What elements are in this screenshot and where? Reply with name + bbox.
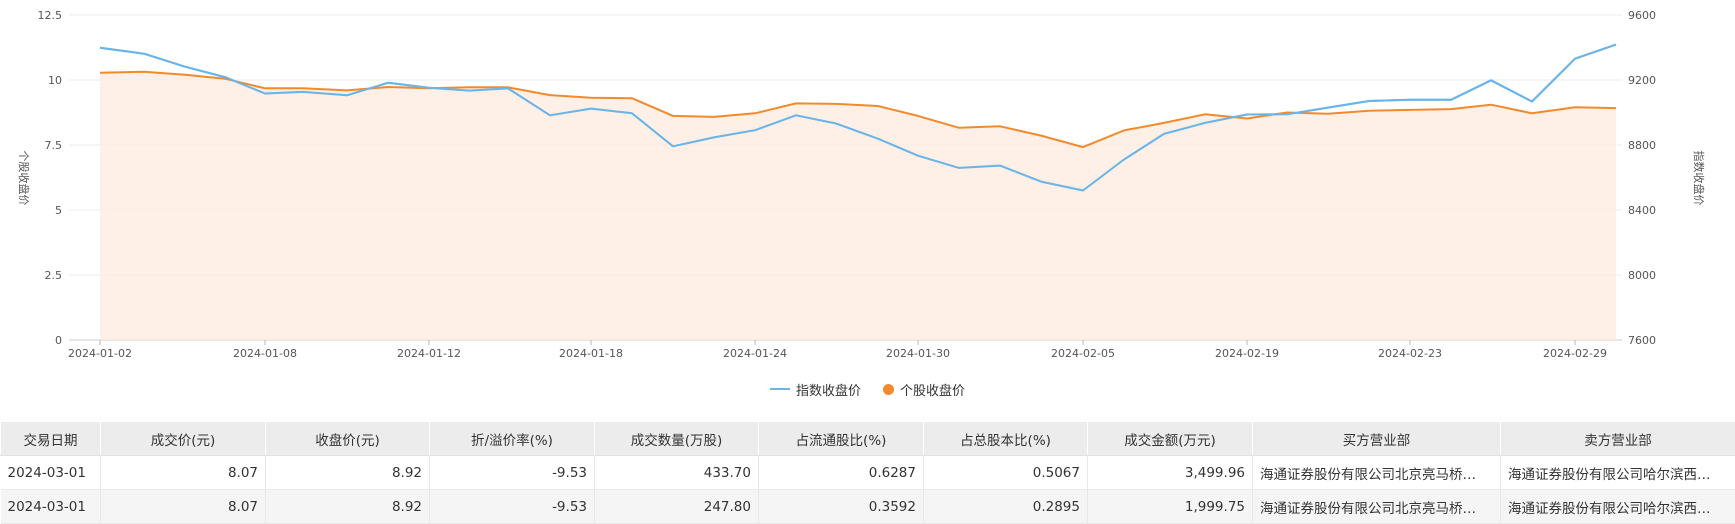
table-header-row: 交易日期 成交价(元) 收盘价(元) 折/溢价率(%) 成交数量(万股) 占流通…	[1, 422, 1735, 456]
x-tick-label: 2024-02-23	[1378, 347, 1442, 360]
x-tick-label: 2024-01-30	[886, 347, 950, 360]
cell-volume: 247.80	[595, 490, 759, 524]
cell-trade-date: 2024-03-01	[1, 490, 101, 524]
y-left-tick-label: 7.5	[45, 139, 63, 152]
x-tick-label: 2024-01-18	[559, 347, 623, 360]
cell-float-ratio: 0.6287	[759, 456, 924, 490]
cell-buyer[interactable]: 海通证券股份有限公司北京亮马桥…	[1253, 456, 1501, 490]
header-trade-price: 成交价(元)	[101, 422, 266, 456]
cell-total-ratio: 0.2895	[924, 490, 1088, 524]
y-left-tick-label: 5	[55, 204, 62, 217]
table-row: 2024-03-01 8.07 8.92 -9.53 247.80 0.3592…	[1, 490, 1735, 524]
x-tick-label: 2024-02-05	[1051, 347, 1115, 360]
header-premium-rate: 折/溢价率(%)	[430, 422, 595, 456]
header-amount: 成交金额(万元)	[1088, 422, 1253, 456]
cell-close-price: 8.92	[266, 456, 430, 490]
x-tick-label: 2024-02-19	[1215, 347, 1279, 360]
header-seller: 卖方营业部	[1501, 422, 1735, 456]
cell-volume: 433.70	[595, 456, 759, 490]
cell-close-price: 8.92	[266, 490, 430, 524]
cell-trade-price: 8.07	[101, 490, 266, 524]
cell-trade-price: 8.07	[101, 456, 266, 490]
y-right-tick-label: 8800	[1628, 139, 1656, 152]
cell-seller[interactable]: 海通证券股份有限公司哈尔滨西…	[1501, 456, 1735, 490]
line-legend-icon	[770, 388, 790, 390]
x-tick-label: 2024-02-29	[1543, 347, 1607, 360]
cell-total-ratio: 0.5067	[924, 456, 1088, 490]
x-tick-label: 2024-01-08	[233, 347, 297, 360]
y-left-tick-label: 0	[55, 334, 62, 347]
cell-buyer[interactable]: 海通证券股份有限公司北京亮马桥…	[1253, 490, 1501, 524]
y-right-tick-label: 7600	[1628, 334, 1656, 347]
legend-item-stock[interactable]: 个股收盘价	[883, 380, 965, 399]
legend-label-stock: 个股收盘价	[900, 380, 965, 399]
table-row: 2024-03-01 8.07 8.92 -9.53 433.70 0.6287…	[1, 456, 1735, 490]
header-float-ratio: 占流通股比(%)	[759, 422, 924, 456]
series-area-1	[100, 72, 1616, 340]
cell-premium-rate: -9.53	[430, 490, 595, 524]
cell-amount: 3,499.96	[1088, 456, 1253, 490]
block-trade-table: 交易日期 成交价(元) 收盘价(元) 折/溢价率(%) 成交数量(万股) 占流通…	[0, 421, 1735, 524]
header-trade-date: 交易日期	[1, 422, 101, 456]
y-left-tick-label: 12.5	[38, 9, 63, 22]
header-volume: 成交数量(万股)	[595, 422, 759, 456]
chart-area: 0 2.5 5 7.5 10 12.5 7600 8000 8400 8800 9200 9600 20…	[0, 0, 1735, 415]
x-tick-label: 2024-01-12	[397, 347, 461, 360]
chart-legend: 指数收盘价 个股收盘价	[0, 378, 1735, 400]
cell-premium-rate: -9.53	[430, 456, 595, 490]
line-chart: 0 2.5 5 7.5 10 12.5 7600 8000 8400 8800 9200 9600 20…	[0, 0, 1735, 370]
y-right-axis-label: 指数收盘价	[1692, 151, 1706, 206]
cell-float-ratio: 0.3592	[759, 490, 924, 524]
x-tick-label: 2024-01-24	[723, 347, 787, 360]
header-close-price: 收盘价(元)	[266, 422, 430, 456]
y-right-tick-label: 9600	[1628, 9, 1656, 22]
y-right-tick-label: 8000	[1628, 269, 1656, 282]
cell-amount: 1,999.75	[1088, 490, 1253, 524]
y-right-tick-label: 8400	[1628, 204, 1656, 217]
y-left-tick-label: 10	[48, 74, 62, 87]
header-total-ratio: 占总股本比(%)	[924, 422, 1088, 456]
x-tick-label: 2024-01-02	[68, 347, 132, 360]
y-right-tick-label: 9200	[1628, 74, 1656, 87]
cell-seller[interactable]: 海通证券股份有限公司哈尔滨西…	[1501, 490, 1735, 524]
legend-item-index[interactable]: 指数收盘价	[770, 380, 861, 399]
y-left-tick-label: 2.5	[45, 269, 63, 282]
cell-trade-date: 2024-03-01	[1, 456, 101, 490]
y-left-axis-label: 个股收盘价	[17, 151, 31, 206]
header-buyer: 买方营业部	[1253, 422, 1501, 456]
circle-legend-icon	[883, 384, 894, 395]
legend-label-index: 指数收盘价	[796, 380, 861, 399]
